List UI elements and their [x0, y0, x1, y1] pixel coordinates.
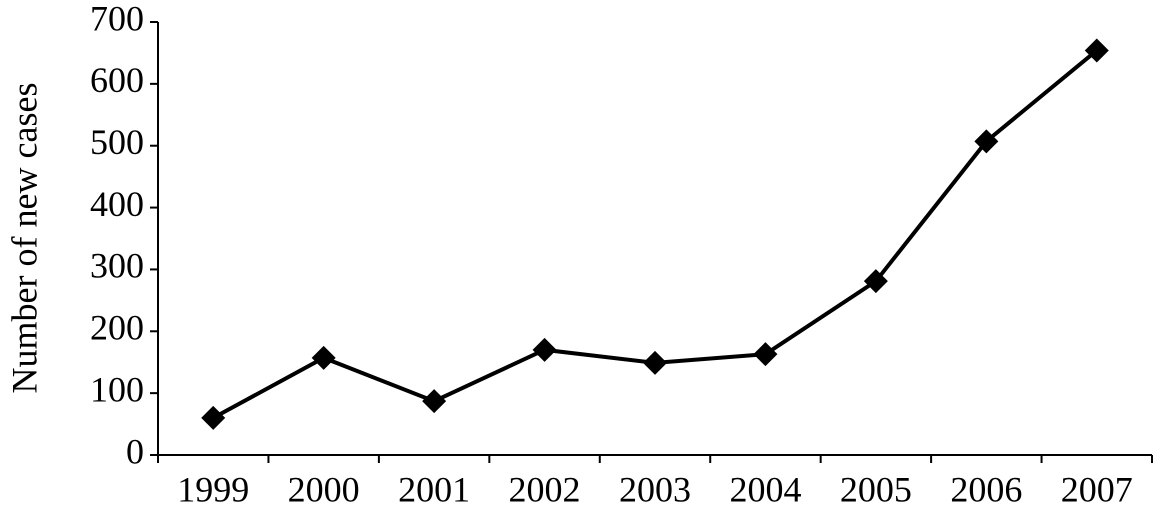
x-tick-label: 2001: [398, 469, 470, 509]
x-tick-label: 2004: [729, 469, 801, 509]
data-point: [201, 405, 226, 430]
data-point: [753, 342, 778, 367]
x-tick-label: 2002: [509, 469, 581, 509]
y-axis-title: Number of new cases: [4, 83, 44, 394]
y-tick-label: 0: [126, 431, 144, 471]
data-point: [974, 129, 999, 154]
y-tick-label: 200: [90, 308, 144, 348]
x-tick-label: 2007: [1061, 469, 1133, 509]
y-tick-label: 400: [90, 184, 144, 224]
y-tick-label: 500: [90, 122, 144, 162]
x-tick-label: 2000: [288, 469, 360, 509]
x-tick-label: 1999: [177, 469, 249, 509]
data-point: [1084, 38, 1109, 63]
x-tick-label: 2003: [619, 469, 691, 509]
y-tick-label: 600: [90, 60, 144, 100]
data-point: [643, 350, 667, 375]
y-tick-label: 300: [90, 246, 144, 286]
data-point: [311, 345, 336, 370]
data-point: [532, 337, 557, 362]
x-tick-label: 2006: [950, 469, 1022, 509]
x-tick-label: 2005: [840, 469, 912, 509]
data-point: [422, 389, 447, 414]
y-tick-label: 700: [90, 0, 144, 38]
y-tick-label: 100: [90, 369, 144, 409]
data-point: [863, 269, 888, 294]
